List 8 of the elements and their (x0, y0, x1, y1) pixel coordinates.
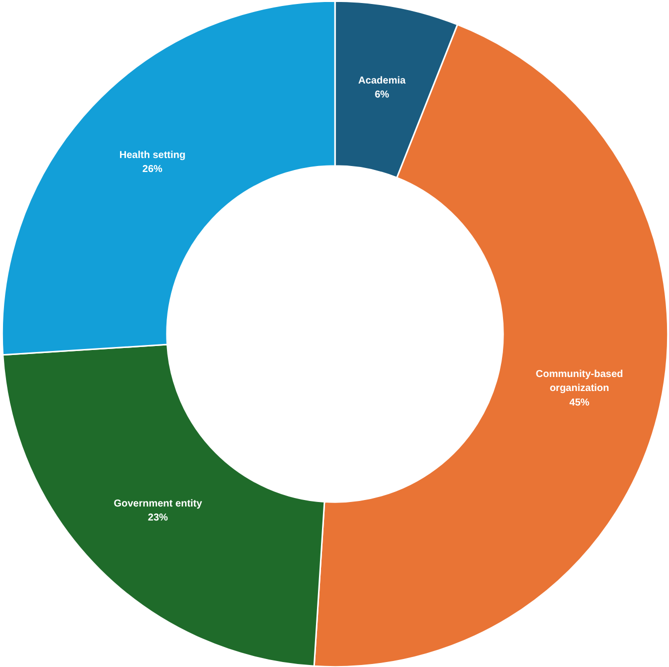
data-label: 6% (374, 90, 390, 101)
data-label: 26% (142, 164, 163, 176)
slice-label: Academia (358, 75, 406, 86)
data-label: 45% (569, 397, 590, 408)
slice-label: Community-based organization (536, 368, 624, 394)
data-label: 23% (148, 512, 168, 524)
slice-label: Government entity (114, 498, 203, 510)
slice-label: Health setting (119, 150, 186, 161)
